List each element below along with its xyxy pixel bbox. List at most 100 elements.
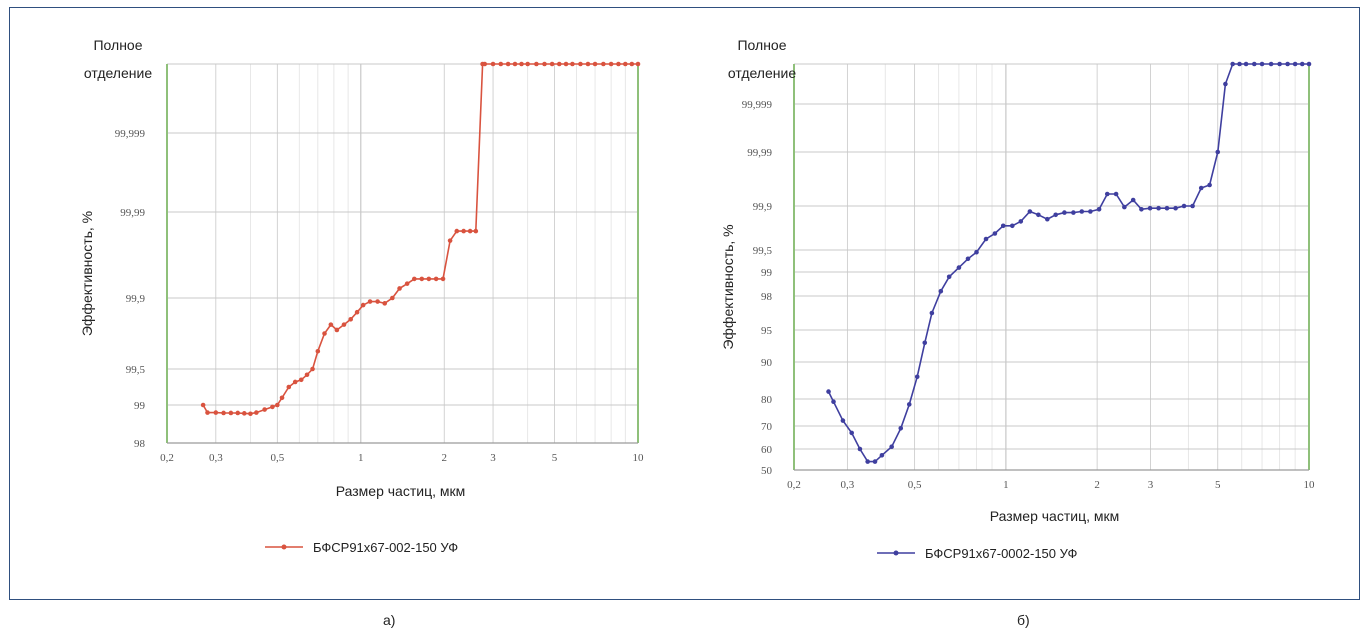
data-point — [1230, 61, 1235, 67]
data-point — [1198, 185, 1204, 191]
legend-label-b: БФСР91х67-0002-150 УФ — [925, 546, 1077, 561]
data-point — [348, 317, 354, 322]
caption-a: а) — [383, 612, 396, 628]
legend-label-a: БФСР91х67-002-150 УФ — [313, 540, 458, 555]
data-point — [865, 459, 870, 464]
data-point — [1215, 149, 1221, 155]
data-point — [241, 411, 247, 416]
data-point — [601, 61, 606, 67]
plot-area-a — [167, 64, 638, 443]
data-point — [1306, 61, 1312, 67]
y-tick-labels-b: 50 60 70 80 90 95 98 99 99,5 99,9 99,99 99,999 — [742, 99, 773, 477]
legend-b: БФСР91х67-0002-150 УФ — [877, 546, 1077, 561]
y-tick-label: 99,99 — [747, 147, 772, 159]
data-point — [1113, 191, 1119, 197]
legend-marker-b — [893, 550, 899, 556]
data-point — [889, 444, 894, 450]
data-point — [341, 322, 347, 327]
data-point — [292, 379, 298, 385]
data-point — [1018, 219, 1024, 224]
data-point — [454, 228, 460, 234]
data-point — [1299, 61, 1305, 67]
x-tick-label: 5 — [1215, 479, 1221, 491]
data-point — [235, 410, 241, 416]
data-point — [360, 302, 366, 308]
data-point — [906, 402, 912, 407]
data-point — [635, 61, 641, 67]
y-tick-label: 99 — [761, 267, 773, 279]
data-point — [608, 61, 614, 67]
data-point — [563, 61, 569, 67]
data-point — [354, 309, 360, 315]
x-tick-labels-b: 0,2 0,3 0,5 1 2 3 5 10 — [787, 479, 1315, 491]
data-point — [623, 61, 628, 67]
data-point — [1122, 204, 1127, 210]
x-tick-label: 0,3 — [209, 452, 223, 464]
data-point — [279, 395, 285, 401]
data-point — [929, 310, 935, 316]
data-point — [1147, 205, 1153, 211]
y-tick-label: 99,99 — [120, 207, 145, 219]
y-tick-labels-a: 98 99 99,5 99,9 99,99 99,999 — [115, 128, 146, 450]
data-point — [585, 61, 591, 67]
data-point — [592, 61, 598, 67]
figure-frame — [9, 7, 1360, 600]
data-point — [1259, 61, 1265, 67]
data-point — [328, 322, 334, 327]
data-point — [367, 299, 373, 304]
y-axis-label-a: Эффективность, % — [79, 211, 95, 336]
data-point — [1190, 203, 1195, 209]
data-point — [898, 426, 904, 431]
data-point — [840, 418, 846, 423]
data-point — [512, 61, 518, 67]
legend-marker-a — [281, 544, 287, 550]
data-point — [578, 61, 583, 67]
data-point — [1164, 205, 1170, 211]
data-point — [992, 231, 998, 236]
data-point — [397, 286, 402, 291]
grid-b — [793, 63, 1310, 471]
data-point — [467, 228, 473, 234]
series-a — [200, 61, 641, 417]
data-point — [461, 228, 466, 234]
chart-b: 0,2 0,3 0,5 1 2 3 5 10 50 60 70 80 90 95 98 99 99,5 99,9… — [720, 37, 1315, 561]
data-point — [375, 299, 380, 304]
data-point — [983, 236, 989, 242]
chart-a: 0,2 0,3 0,5 1 2 3 5 10 989999,599,999,9999,999 … — [79, 37, 644, 555]
y-tick-label: 99 — [134, 400, 146, 412]
data-point — [498, 61, 504, 67]
data-point — [482, 61, 488, 67]
data-point — [549, 61, 555, 67]
data-point — [205, 410, 210, 415]
data-point — [1104, 191, 1110, 197]
x-tick-labels-a: 0,2 0,3 0,5 1 2 3 5 10 — [160, 452, 644, 464]
y-tick-label: 98 — [761, 291, 773, 303]
data-point — [938, 288, 944, 294]
data-point — [433, 276, 439, 282]
data-point — [946, 274, 952, 280]
data-point — [914, 374, 920, 380]
data-point — [254, 410, 259, 415]
y-top-label-line1-b: Полное — [737, 37, 786, 53]
data-point — [275, 402, 280, 408]
data-point — [1237, 61, 1242, 67]
data-point — [1277, 61, 1282, 67]
y-tick-label: 99,5 — [126, 364, 146, 376]
data-point — [390, 295, 395, 301]
data-point — [228, 410, 234, 416]
grid-a — [166, 63, 639, 444]
data-point — [1181, 203, 1187, 209]
y-tick-label: 99,9 — [126, 293, 146, 305]
data-point — [1088, 209, 1093, 214]
data-point — [1223, 81, 1228, 87]
data-point — [570, 61, 575, 67]
axes-a — [166, 64, 639, 444]
data-point — [534, 61, 539, 67]
x-tick-label: 2 — [1094, 479, 1100, 491]
data-point — [1096, 207, 1102, 212]
data-point — [286, 384, 292, 390]
data-point — [1292, 61, 1298, 67]
data-point — [1027, 209, 1033, 214]
data-point — [1268, 61, 1274, 67]
